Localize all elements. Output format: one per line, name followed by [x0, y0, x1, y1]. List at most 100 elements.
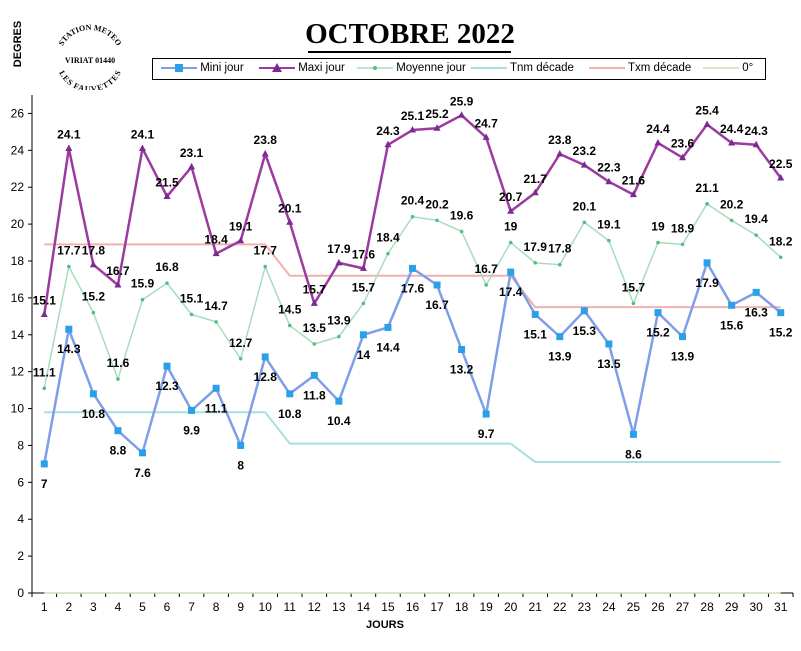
- maxi-data-label: 23.1: [180, 146, 204, 160]
- legend-swatch-maxi: [259, 63, 295, 72]
- maxi-data-label: 17.8: [82, 244, 106, 258]
- maxi-data-label: 24.3: [376, 124, 400, 138]
- moyenne-point: [165, 281, 169, 285]
- y-tick-label: 20: [11, 217, 25, 231]
- mini-point: [654, 309, 662, 317]
- y-tick-label: 22: [11, 180, 25, 194]
- maxi-point: [728, 138, 736, 146]
- moyenne-data-label: 16.8: [155, 260, 179, 274]
- mini-data-label: 15.6: [720, 318, 744, 332]
- mini-point: [114, 427, 122, 435]
- x-tick-label: 21: [529, 600, 543, 614]
- x-axis-label: JOURS: [366, 619, 404, 631]
- mini-point: [335, 397, 343, 405]
- maxi-data-label: 25.9: [450, 94, 474, 108]
- x-tick-label: 31: [774, 600, 788, 614]
- legend-swatch-moyenne: [357, 66, 393, 70]
- mini-point: [507, 268, 515, 276]
- maxi-data-label: 22.3: [597, 161, 621, 175]
- y-tick-label: 24: [11, 143, 25, 157]
- y-tick-label: 4: [17, 512, 24, 526]
- moyenne-data-label: 20.4: [401, 194, 425, 208]
- mini-data-label: 17.9: [695, 276, 719, 290]
- maxi-data-label: 24.1: [57, 127, 81, 141]
- x-tick-label: 20: [504, 600, 518, 614]
- moyenne-data-label: 13.9: [327, 314, 351, 328]
- moyenne-data-label: 11.6: [107, 356, 130, 370]
- maxi-data-label: 24.4: [646, 122, 670, 136]
- maxi-data-label: 20.7: [499, 190, 523, 204]
- maxi-data-label: 17.6: [352, 247, 376, 261]
- moyenne-data-label: 19.4: [744, 212, 768, 226]
- legend-swatch-tnm: [471, 67, 507, 69]
- x-tick-label: 25: [627, 600, 641, 614]
- maxi-data-label: 22.5: [769, 157, 793, 171]
- x-tick-label: 9: [237, 600, 244, 614]
- x-tick-label: 5: [139, 600, 146, 614]
- mini-point: [65, 325, 73, 333]
- moyenne-data-label: 21.1: [695, 181, 719, 195]
- mini-point: [458, 346, 466, 354]
- maxi-data-label: 16.7: [106, 264, 130, 278]
- maxi-data-label: 15.1: [33, 293, 57, 307]
- moyenne-data-label: 12.7: [229, 336, 253, 350]
- mini-point: [237, 441, 245, 449]
- moyenne-data-label: 14.7: [204, 299, 228, 313]
- maxi-point: [384, 140, 392, 148]
- y-tick-label: 26: [11, 106, 25, 120]
- x-tick-label: 19: [479, 600, 493, 614]
- x-tick-label: 23: [578, 600, 592, 614]
- x-tick-label: 10: [259, 600, 273, 614]
- x-tick-label: 29: [725, 600, 739, 614]
- moyenne-point: [754, 233, 758, 237]
- y-tick-label: 6: [17, 475, 24, 489]
- moyenne-point: [484, 283, 488, 287]
- logo-text-bottom: LES FAUVETTES: [57, 69, 123, 90]
- maxi-point: [703, 120, 711, 128]
- moyenne-data-label: 15.9: [131, 277, 155, 291]
- moyenne-data-label: 20.2: [720, 197, 744, 211]
- mini-point: [679, 333, 687, 341]
- y-tick-label: 14: [11, 328, 25, 342]
- x-tick-label: 18: [455, 600, 469, 614]
- y-tick-label: 10: [11, 402, 25, 416]
- maxi-point: [286, 218, 294, 225]
- mini-point: [261, 353, 269, 361]
- mini-point: [138, 449, 146, 457]
- x-tick-label: 30: [749, 600, 763, 614]
- moyenne-point: [680, 242, 685, 247]
- mini-data-label: 17.6: [401, 281, 425, 295]
- maxi-point: [507, 207, 515, 214]
- maxi-point: [433, 124, 441, 131]
- mini-data-label: 15.1: [524, 327, 548, 341]
- mini-data-label: 8.8: [110, 444, 127, 458]
- legend-label-txm: Txm décade: [628, 62, 692, 75]
- moyenne-point: [214, 320, 218, 324]
- maxi-data-label: 24.4: [720, 122, 744, 136]
- x-tick-label: 15: [381, 600, 395, 614]
- x-tick-label: 8: [213, 600, 220, 614]
- maxi-point: [458, 111, 466, 118]
- maxi-data-label: 19.1: [229, 220, 253, 234]
- moyenne-data-label: 17.7: [254, 244, 278, 258]
- moyenne-point: [386, 251, 390, 256]
- x-tick-label: 11: [284, 600, 297, 614]
- mini-point: [163, 362, 171, 370]
- moyenne-point: [607, 238, 611, 243]
- y-tick-label: 18: [11, 254, 25, 268]
- mini-point: [629, 430, 637, 438]
- mini-point: [286, 390, 294, 398]
- maxi-point: [654, 138, 662, 146]
- maxi-point: [163, 192, 171, 199]
- mini-data-label: 16.7: [425, 298, 449, 312]
- logo-text-mid: VIRIAT 01440: [65, 56, 115, 65]
- maxi-data-label: 23.6: [671, 137, 695, 151]
- x-tick-label: 6: [164, 600, 171, 614]
- x-tick-label: 4: [115, 600, 122, 614]
- moyenne-point: [140, 297, 145, 302]
- maxi-data-label: 18.4: [204, 233, 228, 247]
- maxi-point: [237, 236, 245, 244]
- moyenne-point: [459, 229, 464, 234]
- x-tick-label: 24: [602, 600, 616, 614]
- maxi-point: [679, 153, 687, 161]
